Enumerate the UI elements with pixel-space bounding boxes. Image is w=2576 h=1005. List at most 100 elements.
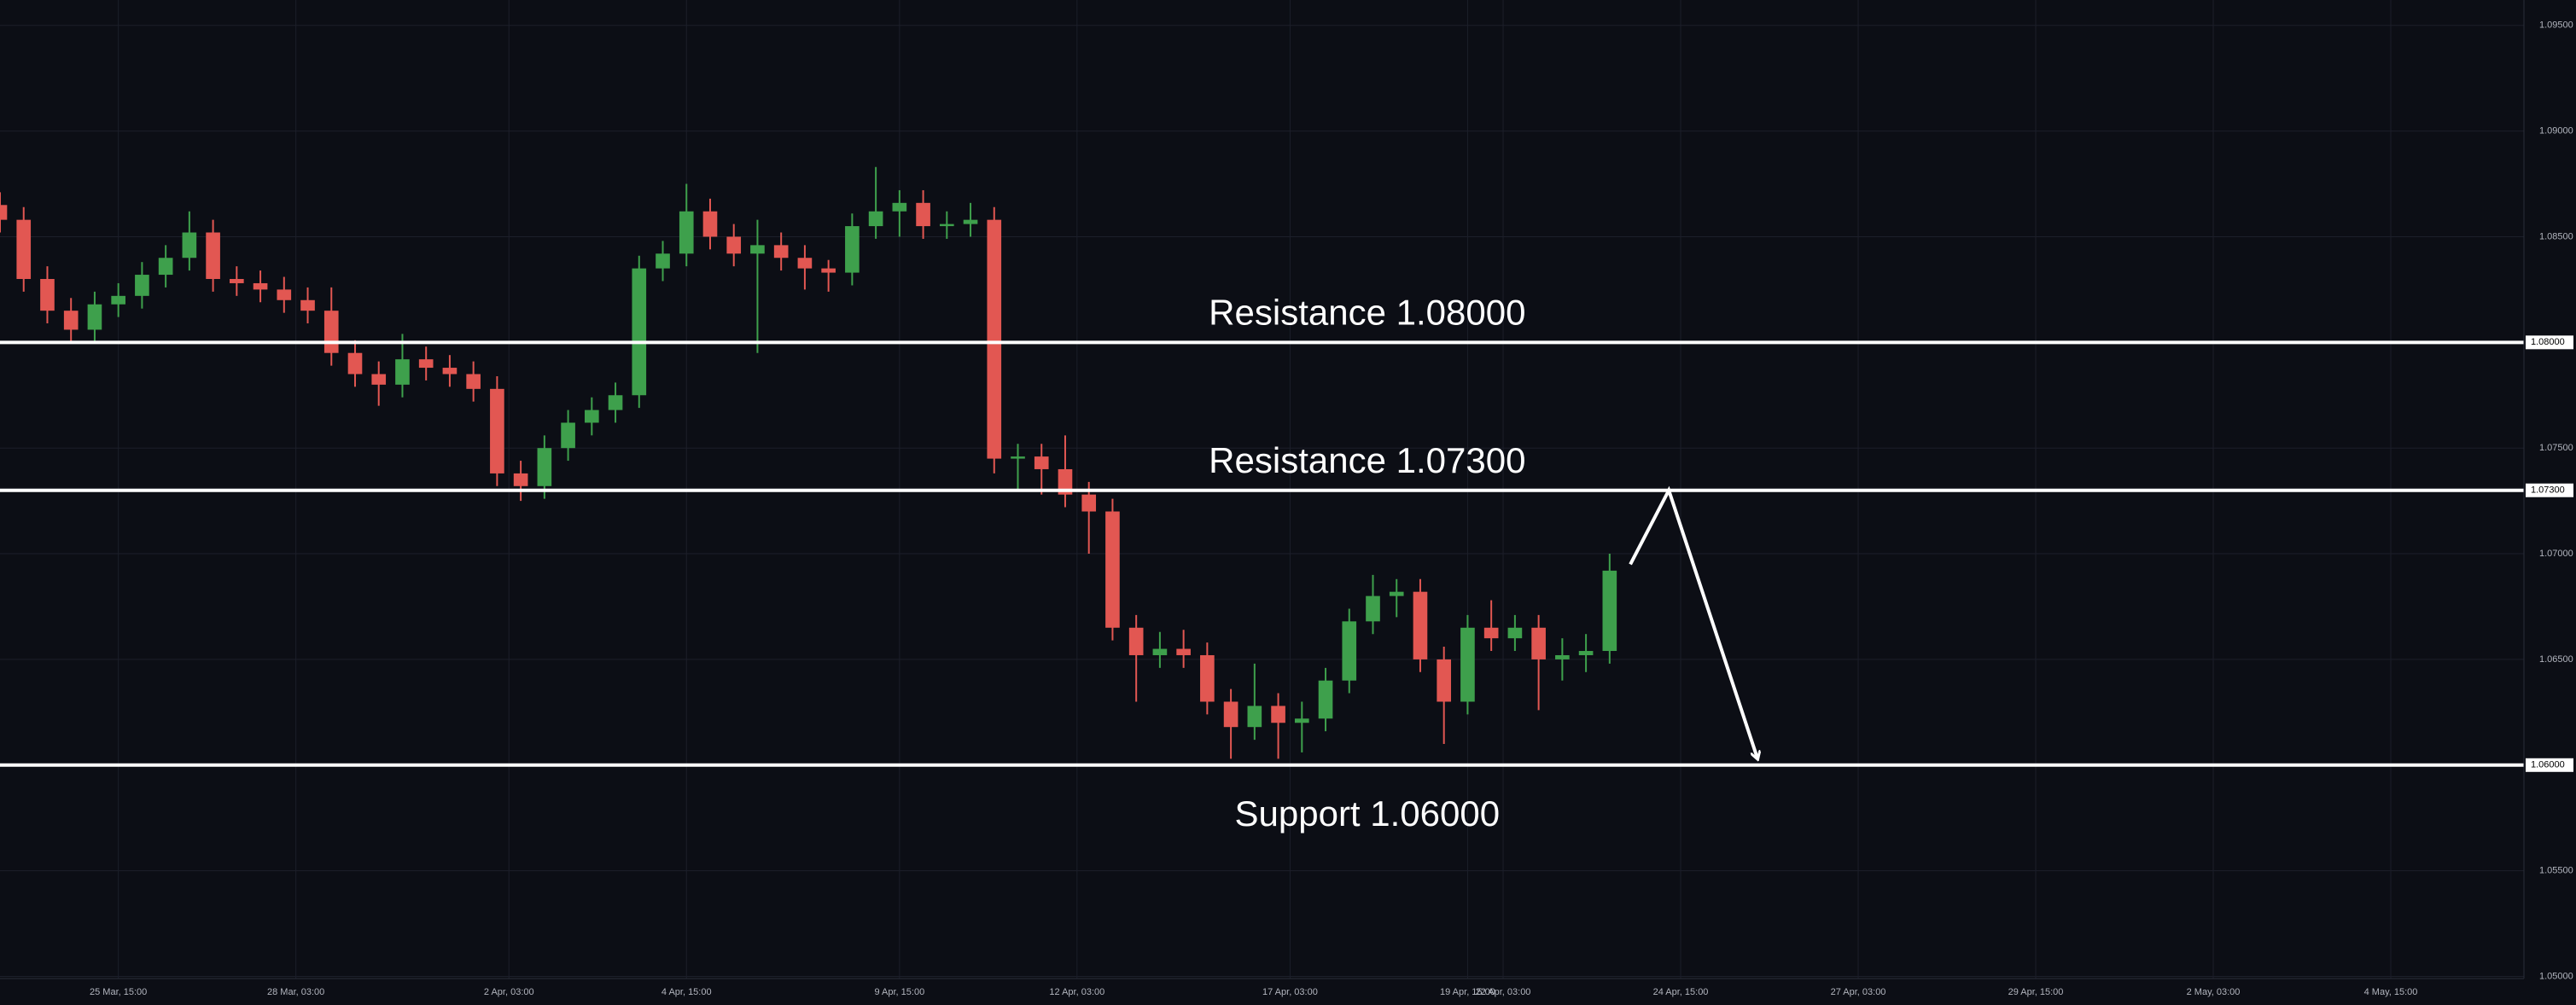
candle-body [1200,654,1215,702]
x-tick-label: 27 Apr, 03:00 [1831,987,1886,997]
x-tick-label: 9 Apr, 15:00 [874,987,924,997]
candle-body [963,219,978,224]
y-tick-label: 1.06500 [2539,654,2573,665]
y-tick-label: 1.05000 [2539,971,2573,981]
candle-body [1223,701,1238,728]
candle-body [821,268,836,273]
level-note: Support 1.06000 [1235,793,1501,834]
x-tick-label: 4 Apr, 15:00 [661,987,712,997]
y-tick-label: 1.09500 [2539,20,2573,31]
candle-body [1011,456,1025,459]
candle-body [1128,627,1144,655]
candle-body [323,311,339,353]
axes: 1.09500 1.09000 1.08500 1.08000 1.07500 1.070… [90,20,2573,997]
candle-body [632,268,647,396]
candle-body [277,289,292,300]
level-tag-label: 1.08000 [2531,337,2565,347]
x-tick-label: 28 Mar, 03:00 [267,987,324,997]
y-tick-label: 1.08500 [2539,231,2573,241]
candle-body [135,275,149,296]
projection-arrow [1629,485,1757,759]
candle-body [679,211,694,254]
y-tick-label: 1.07500 [2539,443,2573,453]
candle-body [1247,706,1262,728]
candle-body [182,232,197,259]
y-tick-label: 1.05500 [2539,866,2573,876]
candle-body [1555,654,1570,659]
x-tick-label: 24 Apr, 15:00 [1653,987,1709,997]
candle-body [561,422,575,449]
candle-body [916,202,930,227]
candle-body [726,236,742,254]
candle-body [656,253,670,269]
candle-body [797,258,813,269]
candle-body [1105,511,1120,628]
candle-body [1058,468,1073,495]
level-note: Resistance 1.08000 [1209,292,1525,332]
candle-body [253,282,268,290]
x-tick-label: 17 Apr, 03:00 [1262,987,1318,997]
candle-body [1152,648,1168,655]
candles [0,166,1617,759]
candle-body [1437,659,1452,702]
candle-body [158,258,173,276]
candle-body [702,211,718,237]
candle-body [773,245,789,259]
candle-body [537,448,552,486]
candle-body [1483,627,1499,639]
candle-body [584,410,599,423]
candle-body [868,211,883,227]
candle-body [513,473,528,486]
candle-body [1507,627,1523,639]
candle-body [1294,718,1309,723]
candle-body [1602,570,1617,652]
level-tag [2526,483,2573,497]
candle-body [1271,706,1285,723]
candle-body [1578,651,1594,655]
candle-body [1413,591,1428,659]
candle-body [63,311,79,330]
candle-body [466,374,481,389]
x-tick-label: 19 Apr, 15:00 [1440,987,1495,997]
candle-body [987,219,1002,459]
candle-body [395,359,410,385]
candle-body [490,388,504,473]
candle-body [40,279,55,311]
level-tag [2526,758,2573,772]
candle-body [1318,680,1333,719]
candle-body [230,279,244,283]
candle-body [16,219,32,280]
candle-body [1460,627,1475,702]
candle-body [608,395,623,410]
x-tick-label: 12 Apr, 03:00 [1049,987,1104,997]
candle-body [892,202,907,212]
candle-body [0,205,8,220]
candle-body [1176,648,1191,655]
x-tick-label: 29 Apr, 15:00 [2008,987,2064,997]
candle-body [347,352,363,375]
overlay: Resistance 1.08000 Resistance 1.07300 Supp… [0,292,2524,834]
y-tick-label: 1.07000 [2539,549,2573,559]
x-tick-label: 4 May, 15:00 [2364,987,2418,997]
candle-body [1366,595,1380,622]
candle-body [442,368,458,375]
level-tag [2526,335,2573,350]
x-tick-label: 2 Apr, 03:00 [484,987,534,997]
candle-body [1342,621,1357,681]
level-tag-label: 1.07300 [2531,485,2565,496]
candle-body [1389,591,1404,596]
level-tag-label: 1.06000 [2531,760,2565,770]
x-tick-label: 25 Mar, 15:00 [90,987,147,997]
candle-body [1531,627,1546,659]
candle-body [87,304,102,330]
level-note: Resistance 1.07300 [1209,440,1525,480]
x-tick-label: 22 Apr, 03:00 [1476,987,1531,997]
y-tick-label: 1.09000 [2539,126,2573,137]
candle-body [1081,494,1097,512]
candle-body [111,295,125,305]
x-tick-label: 2 May, 03:00 [2187,987,2241,997]
candle-body [371,374,387,385]
candle-body [1034,456,1049,469]
